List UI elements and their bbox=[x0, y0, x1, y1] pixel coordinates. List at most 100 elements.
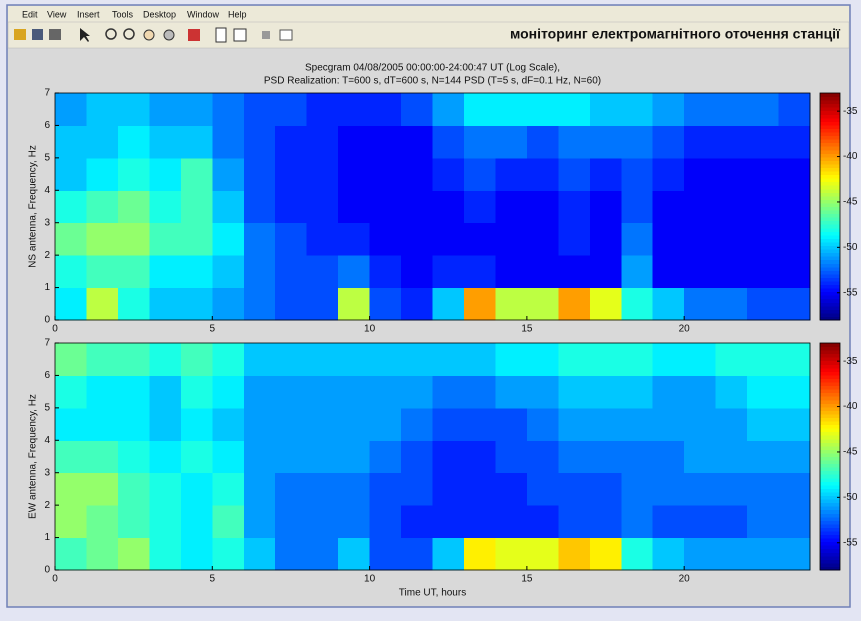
cell bbox=[621, 440, 653, 473]
colorbar-swatch bbox=[820, 196, 840, 200]
cell bbox=[527, 473, 559, 506]
cell bbox=[527, 375, 559, 408]
menu-item[interactable]: Insert bbox=[77, 9, 100, 19]
save-icon[interactable] bbox=[32, 29, 43, 40]
menu-item[interactable]: View bbox=[47, 9, 67, 19]
cell bbox=[307, 343, 339, 376]
open-icon[interactable] bbox=[14, 29, 26, 40]
colorbar-swatch bbox=[820, 136, 840, 140]
cell bbox=[716, 408, 748, 441]
y-tick-label: 1 bbox=[44, 532, 50, 543]
colorbar-swatch bbox=[820, 460, 840, 464]
cell bbox=[338, 440, 370, 473]
cell bbox=[370, 93, 402, 126]
colorbar-icon[interactable] bbox=[216, 28, 226, 42]
cell bbox=[747, 505, 779, 538]
colorbar-tick-label: -50 bbox=[843, 242, 858, 253]
cell bbox=[495, 538, 527, 571]
pan-icon[interactable] bbox=[144, 30, 154, 40]
colorbar-swatch bbox=[820, 167, 840, 171]
cell bbox=[55, 538, 87, 571]
colorbar-swatch bbox=[820, 453, 840, 457]
cell bbox=[244, 343, 276, 376]
colorbar-swatch bbox=[820, 467, 840, 471]
cell bbox=[118, 505, 150, 538]
colorbar-tick-label: -35 bbox=[843, 356, 858, 367]
menu-item[interactable]: Edit bbox=[22, 9, 38, 19]
cell bbox=[464, 473, 496, 506]
colorbar-swatch bbox=[820, 107, 840, 111]
cell bbox=[558, 505, 590, 538]
cell bbox=[275, 190, 307, 223]
datacursor-icon[interactable] bbox=[188, 29, 200, 41]
cell bbox=[747, 538, 779, 571]
cell bbox=[433, 93, 465, 126]
menu-item[interactable]: Tools bbox=[112, 9, 134, 19]
cell bbox=[716, 223, 748, 256]
cell bbox=[747, 375, 779, 408]
colorbar-swatch bbox=[820, 146, 840, 150]
colorbar-swatch bbox=[820, 164, 840, 168]
menu-item[interactable]: Help bbox=[228, 9, 247, 19]
cell bbox=[495, 343, 527, 376]
cell bbox=[244, 255, 276, 288]
cell bbox=[653, 255, 685, 288]
cell bbox=[590, 440, 622, 473]
plottools-hide-icon[interactable] bbox=[262, 31, 270, 39]
cell bbox=[55, 190, 87, 223]
print-icon[interactable] bbox=[49, 29, 61, 40]
menu-item[interactable]: Window bbox=[187, 9, 220, 19]
cell bbox=[433, 408, 465, 441]
cell bbox=[275, 408, 307, 441]
colorbar-swatch bbox=[820, 214, 840, 218]
y-tick-label: 2 bbox=[44, 500, 50, 511]
cell bbox=[433, 190, 465, 223]
cell bbox=[653, 190, 685, 223]
rotate-icon[interactable] bbox=[164, 30, 174, 40]
cell bbox=[275, 343, 307, 376]
colorbar-swatch bbox=[820, 347, 840, 351]
cell bbox=[370, 375, 402, 408]
colorbar-swatch bbox=[820, 510, 840, 514]
legend-icon[interactable] bbox=[234, 29, 246, 41]
colorbar-tick-label: -50 bbox=[843, 492, 858, 503]
menu-item[interactable]: Desktop bbox=[143, 9, 176, 19]
cell bbox=[149, 255, 181, 288]
cell bbox=[118, 473, 150, 506]
cell bbox=[653, 375, 685, 408]
cell bbox=[307, 408, 339, 441]
colorbar-swatch bbox=[820, 457, 840, 461]
cell bbox=[653, 538, 685, 571]
cell bbox=[653, 125, 685, 158]
cell bbox=[370, 255, 402, 288]
colorbar-swatch bbox=[820, 531, 840, 535]
cell bbox=[716, 125, 748, 158]
cell bbox=[621, 505, 653, 538]
cell bbox=[149, 473, 181, 506]
cell bbox=[149, 505, 181, 538]
cell bbox=[495, 505, 527, 538]
cell bbox=[779, 93, 811, 126]
colorbar-swatch bbox=[820, 425, 840, 429]
cell bbox=[55, 505, 87, 538]
cell bbox=[716, 93, 748, 126]
plottools-show-icon[interactable] bbox=[280, 30, 292, 40]
colorbar-swatch bbox=[820, 132, 840, 136]
cell bbox=[590, 125, 622, 158]
colorbar-swatch bbox=[820, 357, 840, 361]
cell bbox=[55, 255, 87, 288]
cell bbox=[590, 93, 622, 126]
cell bbox=[149, 288, 181, 321]
cell bbox=[55, 125, 87, 158]
cell bbox=[307, 125, 339, 158]
cell bbox=[495, 408, 527, 441]
colorbar-swatch bbox=[820, 207, 840, 211]
cell bbox=[370, 223, 402, 256]
cell bbox=[684, 343, 716, 376]
x-tick-label: 5 bbox=[210, 324, 216, 335]
cell bbox=[590, 255, 622, 288]
cell bbox=[716, 505, 748, 538]
cell bbox=[86, 223, 118, 256]
cell bbox=[433, 125, 465, 158]
cell bbox=[433, 223, 465, 256]
